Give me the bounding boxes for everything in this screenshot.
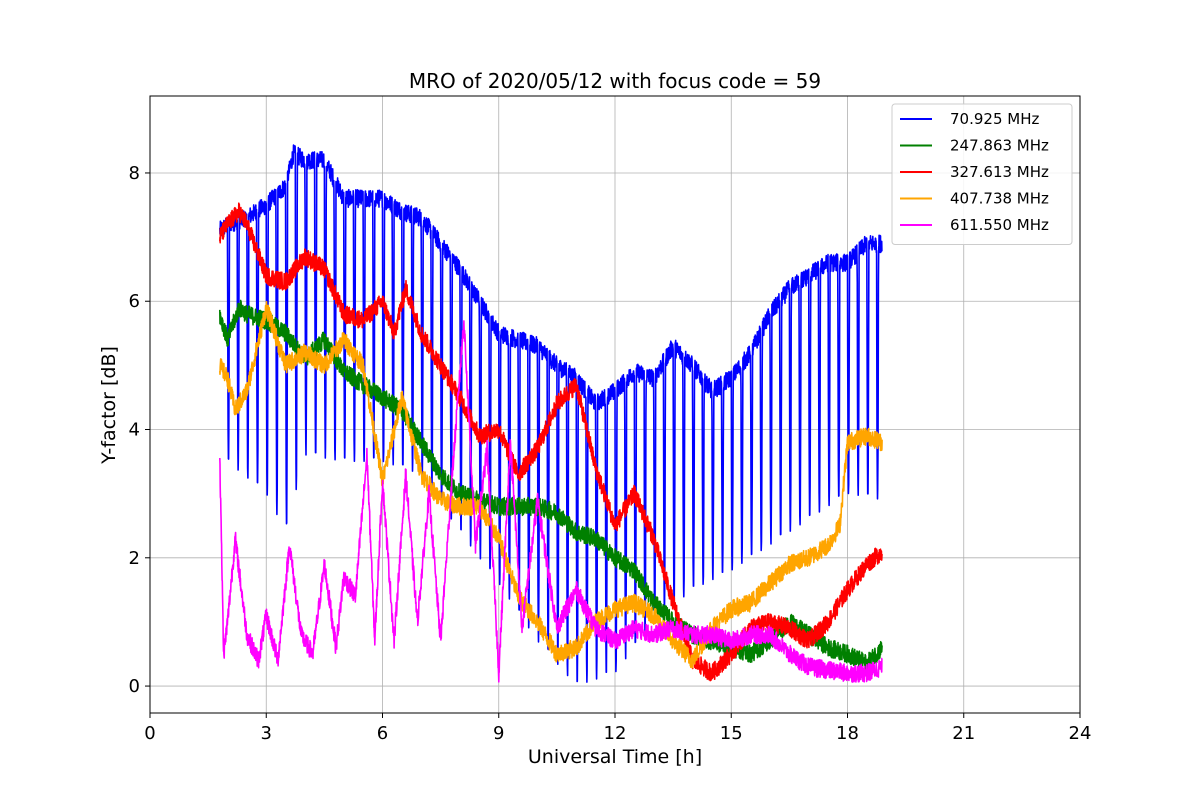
legend-label: 407.738 MHz bbox=[950, 190, 1049, 208]
series-line-2 bbox=[219, 202, 883, 682]
series-layer bbox=[219, 144, 883, 683]
legend-label: 70.925 MHz bbox=[950, 110, 1039, 128]
y-tick-label: 4 bbox=[129, 420, 140, 441]
x-tick-label: 6 bbox=[377, 723, 388, 744]
series-line-4 bbox=[219, 320, 883, 683]
chart-title: MRO of 2020/05/12 with focus code = 59 bbox=[409, 69, 821, 93]
x-tick-label: 3 bbox=[261, 723, 272, 744]
y-axis-label: Y-factor [dB] bbox=[98, 346, 120, 465]
y-tick-label: 8 bbox=[129, 163, 140, 184]
x-tick-label: 15 bbox=[720, 723, 743, 744]
x-tick-label: 0 bbox=[144, 723, 155, 744]
x-tick-label: 21 bbox=[952, 723, 975, 744]
x-tick-label: 12 bbox=[604, 723, 627, 744]
y-tick-label: 2 bbox=[129, 548, 140, 569]
series-line-0 bbox=[219, 144, 883, 683]
x-tick-label: 24 bbox=[1069, 723, 1092, 744]
y-tick-label: 6 bbox=[129, 291, 140, 312]
legend-box bbox=[891, 103, 1073, 245]
legend-label: 247.863 MHz bbox=[950, 137, 1049, 155]
legend-label: 611.550 MHz bbox=[950, 216, 1049, 234]
legend: 70.925 MHz 247.863 MHz 327.613 MHz 407.738 … bbox=[891, 103, 1073, 245]
series-line-3 bbox=[219, 300, 883, 669]
x-tick-label: 9 bbox=[493, 723, 504, 744]
x-axis-label: Universal Time [h] bbox=[528, 746, 702, 768]
legend-label: 327.613 MHz bbox=[950, 163, 1049, 181]
x-tick-label: 18 bbox=[836, 723, 859, 744]
y-tick-label: 0 bbox=[129, 676, 140, 697]
